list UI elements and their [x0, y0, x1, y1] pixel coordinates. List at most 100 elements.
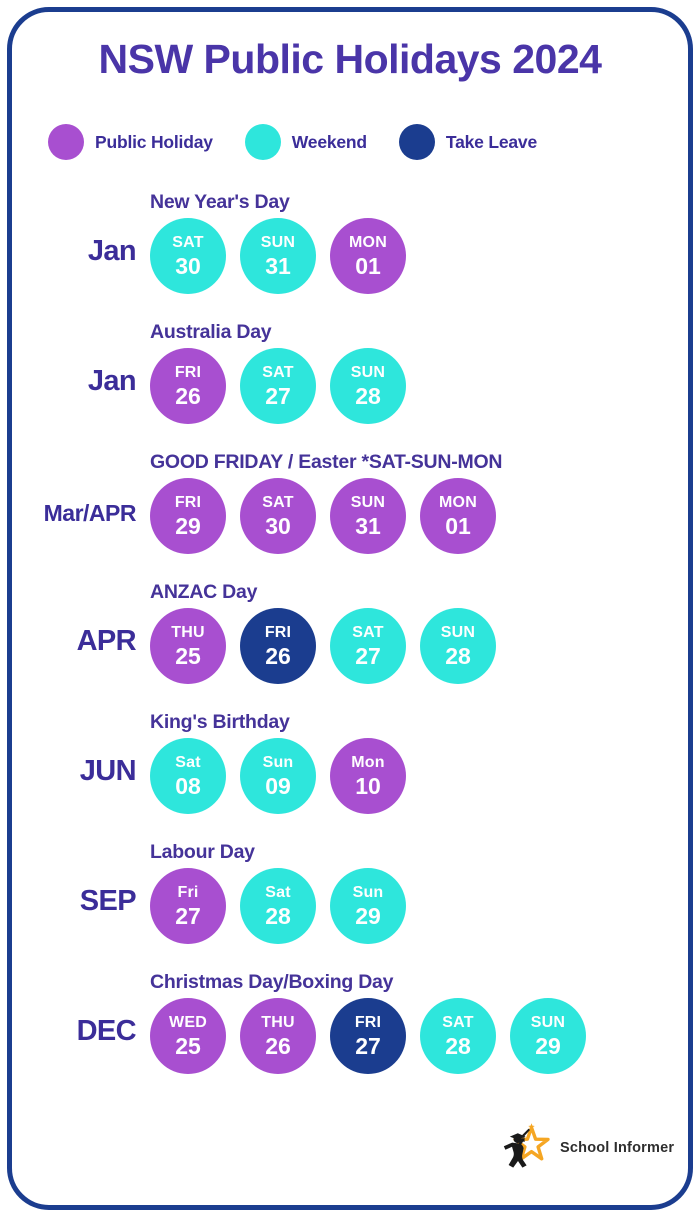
legend-item-label: Weekend	[291, 131, 367, 152]
day-of-week-label: SAT	[262, 493, 294, 511]
day-number-label: 26	[175, 382, 201, 409]
month-label: Mar/APR	[43, 500, 137, 526]
day-number-label: 26	[265, 642, 291, 669]
day-chip-public-holiday[interactable]: THU 26	[240, 998, 316, 1074]
day-chip-group: Fri 27 Sat 28 Sun 29	[150, 868, 406, 944]
day-number-label: 29	[535, 1032, 561, 1059]
day-chip-weekend[interactable]: Sun 09	[240, 738, 316, 814]
day-of-week-label: FRI	[174, 493, 202, 511]
day-of-week-label: WED	[169, 1013, 207, 1031]
day-chip-weekend[interactable]: SAT 28	[420, 998, 496, 1074]
legend-dot-teal-icon	[244, 124, 281, 160]
day-chip-group: THU 25 FRI 26 SAT 27 SUN 28	[150, 608, 496, 684]
day-chip-weekend[interactable]: SUN 29	[510, 998, 586, 1074]
day-number-label: 26	[265, 1032, 291, 1059]
holiday-name: King's Birthday	[150, 711, 290, 733]
day-number-label: 28	[445, 642, 471, 669]
holiday-name: Australia Day	[150, 321, 272, 343]
day-number-label: 27	[355, 1032, 381, 1059]
month-label: Jan	[87, 365, 137, 397]
day-chip-weekend[interactable]: SAT 30	[150, 218, 226, 294]
day-of-week-label: SUN	[350, 363, 386, 381]
day-of-week-label: SUN	[350, 493, 386, 511]
day-number-label: 27	[175, 902, 201, 929]
month-label: SEP	[79, 885, 137, 917]
day-of-week-label: THU	[171, 623, 205, 641]
day-chip-weekend[interactable]: SUN 31	[240, 218, 316, 294]
day-of-week-label: FRI	[354, 1013, 382, 1031]
holiday-row: Australia Day Jan FRI 26 SAT 27 SUN 28	[0, 315, 700, 445]
day-of-week-label: Sun	[262, 753, 294, 771]
day-number-label: 30	[265, 512, 291, 539]
day-chip-weekend[interactable]: Sun 29	[330, 868, 406, 944]
page-title: NSW Public Holidays 2024	[98, 36, 602, 82]
month-label: Jan	[87, 235, 137, 267]
legend-item-public-holiday: Public Holiday	[48, 124, 213, 160]
holiday-row: Labour Day SEP Fri 27 Sat 28 Sun 29	[0, 835, 700, 965]
day-of-week-label: SAT	[442, 1013, 474, 1031]
day-chip-public-holiday[interactable]: SUN 31	[330, 478, 406, 554]
day-of-week-label: SUN	[440, 623, 476, 641]
day-chip-group: WED 25 THU 26 FRI 27 SAT 28 SUN 29	[150, 998, 586, 1074]
day-of-week-label: SAT	[262, 363, 294, 381]
day-number-label: 10	[355, 772, 381, 799]
holiday-name: Labour Day	[150, 841, 255, 863]
legend-dot-navy-icon	[398, 124, 435, 160]
day-number-label: 31	[265, 252, 291, 279]
day-chip-group: FRI 29 SAT 30 SUN 31 MON 01	[150, 478, 496, 554]
day-chip-take-leave[interactable]: FRI 26	[240, 608, 316, 684]
day-chip-public-holiday[interactable]: Fri 27	[150, 868, 226, 944]
brand-name: School Informer	[560, 1140, 675, 1156]
day-chip-public-holiday[interactable]: MON 01	[420, 478, 496, 554]
day-of-week-label: Sun	[352, 883, 384, 901]
holiday-name: ANZAC Day	[150, 581, 258, 603]
holiday-name: New Year's Day	[150, 191, 290, 213]
month-label: JUN	[79, 755, 137, 787]
holiday-row: ANZAC Day APR THU 25 FRI 26 SAT 27 SUN 28	[0, 575, 700, 705]
day-chip-public-holiday[interactable]: WED 25	[150, 998, 226, 1074]
footer-brand: School Informer	[498, 1122, 674, 1174]
day-chip-group: SAT 30 SUN 31 MON 01	[150, 218, 406, 294]
legend-item-take-leave: Take Leave	[398, 124, 537, 160]
day-chip-weekend[interactable]: SUN 28	[330, 348, 406, 424]
day-number-label: 01	[445, 512, 471, 539]
day-chip-group: FRI 26 SAT 27 SUN 28	[150, 348, 406, 424]
holiday-row: King's Birthday JUN Sat 08 Sun 09 Mon 10	[0, 705, 700, 835]
day-of-week-label: FRI	[174, 363, 202, 381]
day-of-week-label: Sat	[175, 753, 201, 771]
day-of-week-label: Mon	[351, 753, 385, 771]
holiday-rows-list: New Year's Day Jan SAT 30 SUN 31 MON 01 Australi…	[0, 185, 700, 1095]
month-label: APR	[76, 625, 137, 657]
day-of-week-label: SUN	[260, 233, 296, 251]
day-of-week-label: MON	[349, 233, 387, 251]
holiday-row: GOOD FRIDAY / Easter *SAT-SUN-MON Mar/APR…	[0, 445, 700, 575]
legend-item-label: Public Holiday	[95, 131, 213, 152]
holiday-row: Christmas Day/Boxing Day DEC WED 25 THU 26 FRI…	[0, 965, 700, 1095]
day-number-label: 28	[355, 382, 381, 409]
day-number-label: 27	[265, 382, 291, 409]
day-number-label: 25	[175, 642, 201, 669]
day-chip-group: Sat 08 Sun 09 Mon 10	[150, 738, 406, 814]
holiday-name: GOOD FRIDAY / Easter *SAT-SUN-MON	[150, 451, 503, 473]
day-chip-weekend[interactable]: SAT 27	[330, 608, 406, 684]
day-chip-weekend[interactable]: Sat 28	[240, 868, 316, 944]
day-chip-weekend[interactable]: Sat 08	[150, 738, 226, 814]
day-chip-public-holiday[interactable]: MON 01	[330, 218, 406, 294]
day-chip-take-leave[interactable]: FRI 27	[330, 998, 406, 1074]
day-chip-public-holiday[interactable]: SAT 30	[240, 478, 316, 554]
day-chip-public-holiday[interactable]: Mon 10	[330, 738, 406, 814]
day-of-week-label: Sat	[265, 883, 291, 901]
day-chip-weekend[interactable]: SUN 28	[420, 608, 496, 684]
day-of-week-label: THU	[261, 1013, 295, 1031]
day-number-label: 01	[355, 252, 381, 279]
month-label: DEC	[76, 1015, 137, 1047]
day-chip-weekend[interactable]: SAT 27	[240, 348, 316, 424]
legend-item-weekend: Weekend	[244, 124, 367, 160]
day-number-label: 27	[355, 642, 381, 669]
day-chip-public-holiday[interactable]: THU 25	[150, 608, 226, 684]
day-chip-public-holiday[interactable]: FRI 29	[150, 478, 226, 554]
day-chip-public-holiday[interactable]: FRI 26	[150, 348, 226, 424]
day-number-label: 09	[265, 772, 291, 799]
day-number-label: 25	[175, 1032, 201, 1059]
legend-item-label: Take Leave	[445, 131, 537, 152]
